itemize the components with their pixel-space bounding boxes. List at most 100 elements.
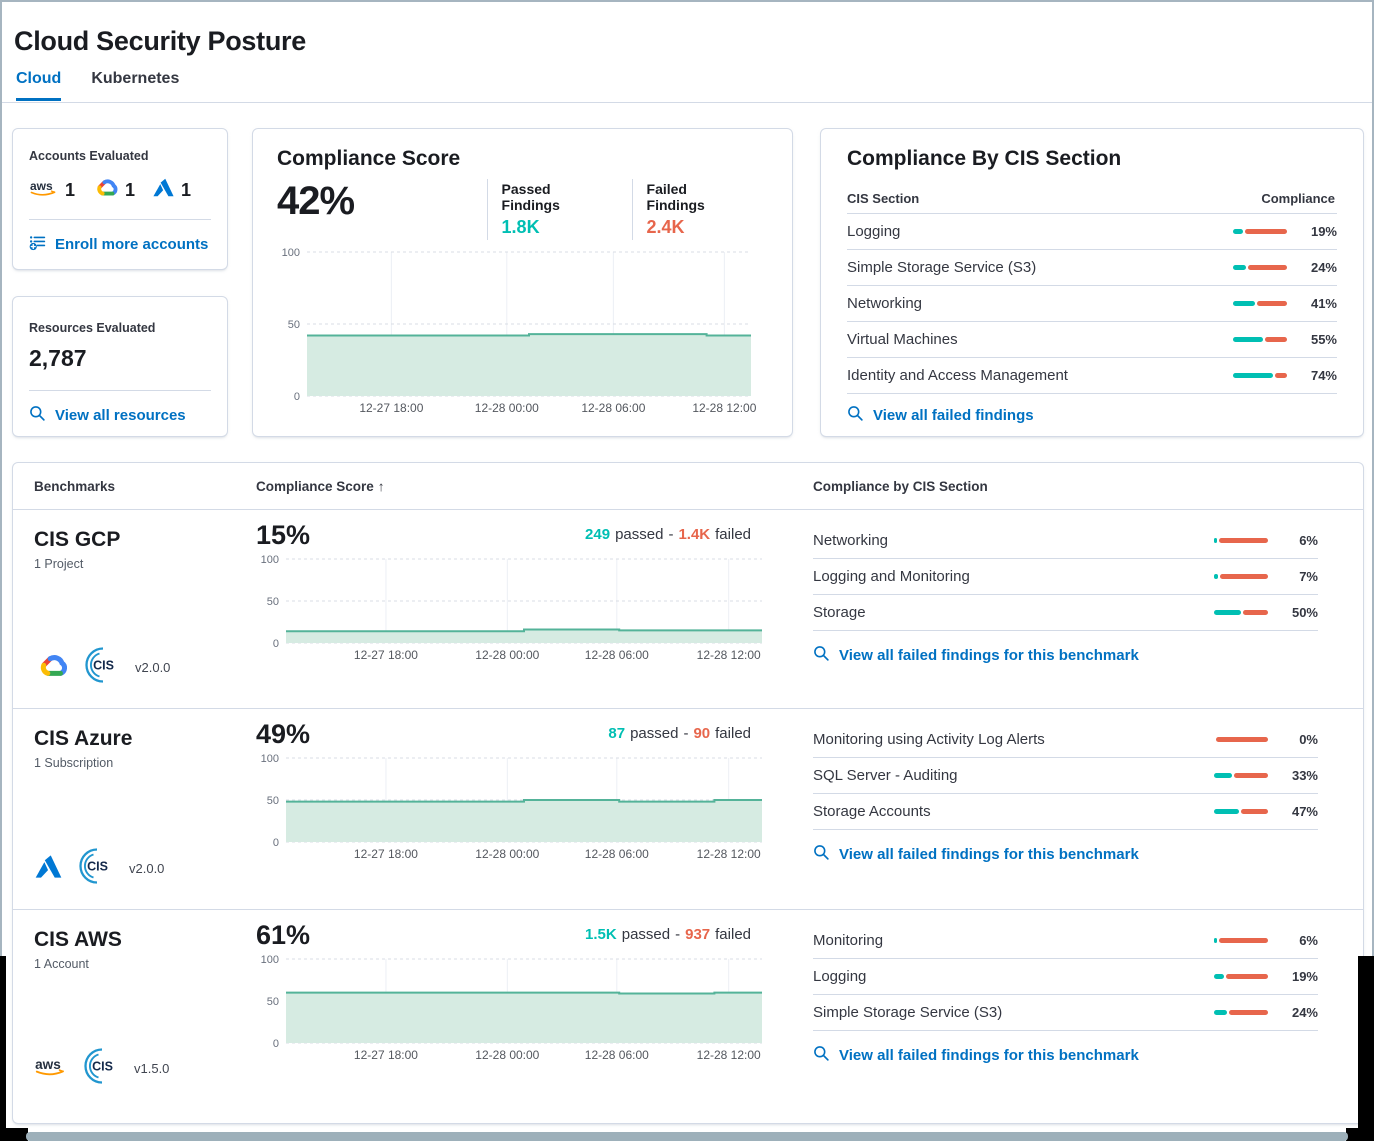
compliance-bar: [1214, 610, 1268, 615]
compliance-bar: [1233, 337, 1287, 342]
provider-counts: aws 1 1 1: [29, 177, 211, 203]
compliance-bar: [1233, 301, 1287, 306]
cis-logo-icon: CIS: [76, 846, 116, 891]
list-add-icon: [29, 234, 46, 255]
section-row: Storage Accounts 47%: [813, 794, 1318, 830]
azure-count: 1: [181, 179, 192, 200]
search-icon: [813, 645, 830, 666]
svg-text:0: 0: [273, 1038, 279, 1050]
failed-findings-stat: Failed Findings 2.4K: [631, 179, 768, 240]
cis-gcp-trend-chart: 12-27 18:00 12-28 00:00 12-28 06:00 12-28 1…: [261, 554, 762, 662]
benchmark-version: v1.5.0: [134, 1061, 170, 1076]
svg-text:0: 0: [294, 391, 300, 403]
compliance-bar: [1214, 809, 1268, 814]
aws-account-count: aws 1: [29, 178, 75, 202]
section-row: Monitoring 6%: [813, 923, 1318, 959]
divider: [29, 390, 211, 391]
passed-findings-label: Passed Findings: [501, 181, 560, 213]
view-all-failed-findings-link[interactable]: View all failed findings: [847, 405, 1034, 426]
window-frame-right: [1372, 0, 1374, 958]
tab-bar: Cloud Kubernetes: [16, 70, 179, 101]
benchmark-sections-cell: Monitoring using Activity Log Alerts 0% …: [791, 709, 1363, 909]
svg-text:100: 100: [261, 753, 279, 765]
benchmark-name: CIS GCP: [34, 528, 121, 551]
cis-row-s3: Simple Storage Service (S3) 24%: [847, 250, 1337, 286]
benchmark-version: v2.0.0: [129, 861, 165, 876]
tab-kubernetes[interactable]: Kubernetes: [91, 70, 180, 87]
window-frame-left: [0, 0, 2, 958]
benchmark-info: CIS Azure 1 Subscription CIS v2.0.0: [13, 709, 244, 909]
aws-icon: aws: [34, 1055, 68, 1082]
tab-cloud[interactable]: Cloud: [16, 70, 62, 101]
desktop-background: [1346, 1128, 1374, 1141]
azure-icon: [34, 853, 63, 885]
col-compliance-by-cis-section: Compliance by CIS Section: [813, 478, 988, 494]
passed-failed-summary: 249 passed - 1.4K failed: [585, 526, 751, 543]
section-row: Monitoring using Activity Log Alerts 0%: [813, 722, 1318, 758]
benchmark-score: 15%: [256, 520, 311, 550]
cis-section-card-title: Compliance By CIS Section: [847, 147, 1122, 170]
cis-row-networking: Networking 41%: [847, 286, 1337, 322]
enroll-more-accounts-link[interactable]: Enroll more accounts: [29, 234, 208, 255]
compliance-bar: [1214, 737, 1268, 742]
cis-table-header: CIS Section Compliance: [847, 183, 1337, 214]
svg-text:100: 100: [282, 247, 300, 259]
resources-evaluated-title: Resources Evaluated: [29, 321, 156, 335]
resources-evaluated-card: Resources Evaluated 2,787 View all resou…: [12, 296, 228, 437]
svg-text:12-28 06:00: 12-28 06:00: [581, 401, 645, 415]
failed-findings-value: 2.4K: [646, 217, 685, 237]
section-row: SQL Server - Auditing 33%: [813, 758, 1318, 794]
section-row: Networking 6%: [813, 523, 1318, 559]
benchmark-sections-cell: Monitoring 6% Logging 19% Simple Storage…: [791, 910, 1363, 1127]
view-failed-findings-benchmark-link[interactable]: View all failed findings for this benchm…: [813, 844, 1139, 865]
svg-text:aws: aws: [30, 179, 53, 193]
section-row: Simple Storage Service (S3) 24%: [813, 995, 1318, 1031]
passed-failed-summary: 87 passed - 90 failed: [608, 725, 751, 742]
gcp-count: 1: [125, 179, 136, 200]
svg-text:12-27 18:00: 12-27 18:00: [354, 1048, 418, 1062]
section-row: Storage 50%: [813, 595, 1318, 631]
section-row: Logging 19%: [813, 959, 1318, 995]
svg-text:12-28 06:00: 12-28 06:00: [585, 847, 649, 861]
cis-aws-trend-chart: 12-27 18:00 12-28 00:00 12-28 06:00 12-28 1…: [261, 954, 762, 1062]
benchmark-scope: 1 Project: [34, 557, 84, 571]
benchmark-row-cis-azure: CIS Azure 1 Subscription CIS v2.0.0: [13, 709, 1363, 910]
desktop-background: [0, 1128, 28, 1141]
compliance-score-trend-chart: 12-27 18:00 12-28 00:00 12-28 06:00 12-28 1…: [282, 247, 757, 415]
compliance-bar: [1214, 974, 1268, 979]
svg-text:50: 50: [267, 596, 279, 608]
passed-findings-value: 1.8K: [501, 217, 540, 237]
compliance-bar: [1233, 265, 1287, 270]
view-failed-findings-benchmark-link[interactable]: View all failed findings for this benchm…: [813, 645, 1139, 666]
benchmark-row-cis-gcp: CIS GCP 1 Project CIS v2.0: [13, 510, 1363, 709]
svg-text:12-28 00:00: 12-28 00:00: [475, 401, 539, 415]
svg-text:12-28 06:00: 12-28 06:00: [585, 648, 649, 662]
col-compliance-score-sortable[interactable]: Compliance Score ↑: [256, 478, 385, 494]
accounts-evaluated-title: Accounts Evaluated: [29, 149, 149, 163]
aws-icon: aws: [29, 178, 59, 202]
benchmark-sections-cell: Networking 6% Logging and Monitoring 7% …: [791, 510, 1363, 708]
svg-text:50: 50: [288, 319, 300, 331]
gcp-icon: [92, 177, 119, 203]
passed-findings-stat: Passed Findings 1.8K: [486, 179, 632, 240]
compliance-bar: [1214, 1010, 1268, 1015]
compliance-bar: [1233, 373, 1287, 378]
cis-azure-trend-chart: 12-27 18:00 12-28 00:00 12-28 06:00 12-28 1…: [261, 753, 762, 861]
svg-text:12-28 00:00: 12-28 00:00: [475, 847, 539, 861]
cis-row-virtual-machines: Virtual Machines 55%: [847, 322, 1337, 358]
benchmark-scope: 1 Subscription: [34, 756, 114, 770]
benchmarks-table-header: Benchmarks Compliance Score ↑ Compliance …: [13, 463, 1363, 510]
svg-text:12-28 12:00: 12-28 12:00: [697, 1048, 761, 1062]
search-icon: [813, 1045, 830, 1066]
section-row: Logging and Monitoring 7%: [813, 559, 1318, 595]
passed-failed-summary: 1.5K passed - 937 failed: [585, 926, 751, 943]
compliance-score-card: Compliance Score 42% Passed Findings 1.8…: [252, 128, 793, 437]
view-all-resources-link[interactable]: View all resources: [29, 405, 186, 426]
azure-account-count: 1: [152, 177, 191, 203]
svg-text:50: 50: [267, 795, 279, 807]
view-failed-findings-benchmark-link[interactable]: View all failed findings for this benchm…: [813, 1045, 1139, 1066]
svg-text:12-28 06:00: 12-28 06:00: [585, 1048, 649, 1062]
svg-text:12-27 18:00: 12-27 18:00: [359, 401, 423, 415]
benchmark-score-cell: 49% 87 passed - 90 failed 12-27 18:00 12-…: [244, 709, 791, 909]
benchmark-row-cis-aws: CIS AWS 1 Account aws CIS v1.5.0: [13, 910, 1363, 1127]
